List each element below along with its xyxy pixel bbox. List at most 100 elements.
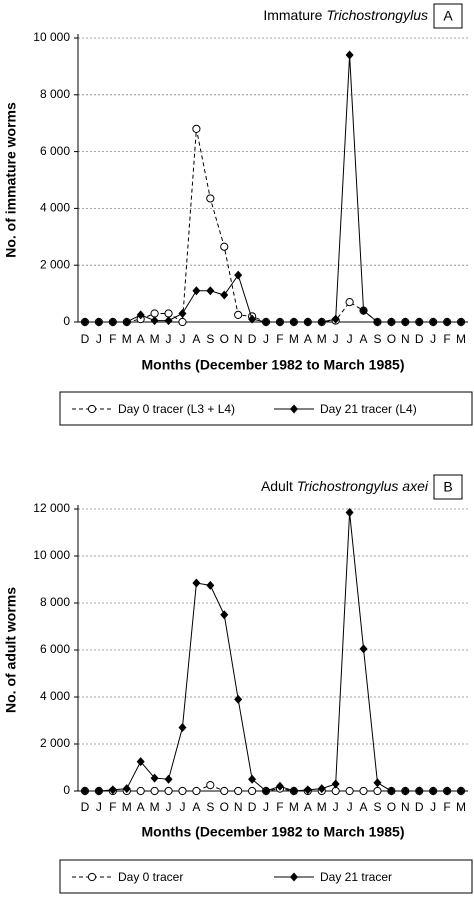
y-tick-label: 0 [63,314,70,328]
x-tick-label: D [415,800,424,814]
panel-box [433,3,463,29]
point [331,314,340,324]
point [164,309,173,318]
point [443,317,452,327]
x-tick-label: F [109,332,116,346]
x-tick-label: O [387,332,396,346]
point [234,694,243,704]
x-tick-label: N [234,332,243,346]
x-tick-label: S [206,332,214,346]
x-tick-label: M [456,332,466,346]
legend-box [59,391,473,426]
y-tick-label: 10 000 [33,30,70,44]
point [150,773,159,783]
point [359,786,368,796]
x-tick-label: N [234,800,243,814]
point [136,757,145,767]
point [220,290,229,300]
point [457,317,466,327]
point [262,786,271,796]
title-text: Immature [263,7,322,23]
x-tick-label: O [387,800,396,814]
point [331,779,340,789]
point [220,242,229,251]
x-tick-label: J [430,800,436,814]
x-tick-label: M [289,332,299,346]
y-tick-label: 6 000 [40,144,70,158]
x-tick-label: M [122,332,132,346]
panel-box [433,474,463,500]
point [234,786,243,796]
y-tick-label: 8 000 [40,87,70,101]
x-tick-label: A [304,332,312,346]
point [136,310,145,320]
legend-label: Day 21 tracer (L4) [320,402,417,416]
x-tick-label: M [317,332,327,346]
panel-label: B [443,479,452,495]
series-line [84,512,462,792]
x-tick-label: J [333,800,339,814]
x-tick-label: M [122,800,132,814]
legend-label: Day 0 tracer (L3 + L4) [118,402,235,416]
point [303,785,312,795]
x-tick-label: J [430,332,436,346]
point [248,774,257,784]
x-tick-label: D [415,332,424,346]
point [331,786,340,796]
series-line [84,55,462,323]
x-tick-label: F [443,800,450,814]
point [401,786,410,796]
point [359,644,368,654]
point [220,786,229,796]
x-tick-label: J [179,800,185,814]
y-tick-label: 0 [63,783,70,797]
x-tick-label: M [150,332,160,346]
point [373,786,382,796]
point [192,124,201,133]
point [178,317,187,327]
point [359,306,368,316]
point [317,317,326,327]
point [275,781,284,791]
x-tick-label: N [401,332,410,346]
x-tick-label: M [456,800,466,814]
x-tick-label: S [206,800,214,814]
point [317,784,326,794]
point [289,786,298,796]
point [234,270,243,280]
point [178,308,187,318]
x-tick-label: S [373,800,381,814]
point [164,316,173,326]
point [164,774,173,784]
x-tick-label: N [401,800,410,814]
point [401,317,410,327]
y-tick-label: 2 000 [40,736,70,750]
point [206,781,215,790]
point [303,317,312,327]
point [443,786,452,796]
x-tick-label: J [347,800,353,814]
y-tick-label: 12 000 [33,501,70,515]
x-tick-label: D [248,800,257,814]
y-tick-label: 10 000 [33,548,70,562]
point [415,317,424,327]
point [136,786,145,796]
point [108,785,117,795]
x-tick-label: S [373,332,381,346]
x-tick-label: D [81,800,90,814]
title-italic: Trichostrongylus axei [297,478,429,494]
point [262,317,271,327]
panel-label: A [443,8,453,24]
x-tick-label: A [137,800,145,814]
title-italic: Trichostrongylus [326,7,428,23]
x-tick-label: J [166,332,172,346]
x-axis-label: Months (December 1982 to March 1985) [142,357,405,373]
x-tick-label: M [150,800,160,814]
point [345,508,354,518]
point [234,310,243,319]
y-axis-label: No. of immature worms [3,102,19,258]
point [345,50,354,60]
x-tick-label: J [263,800,269,814]
point [150,786,159,796]
